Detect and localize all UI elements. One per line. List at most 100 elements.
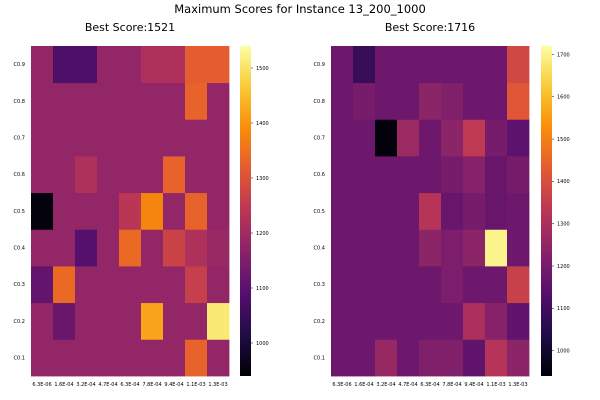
heatmap-cell (163, 229, 186, 267)
x-tick-label: 6.3E-04 (420, 382, 439, 388)
heatmap-cell (75, 119, 98, 157)
heatmap-cell (119, 156, 142, 194)
heatmap-cell (53, 339, 76, 377)
heatmap-cell (463, 302, 486, 340)
heatmap-cell (185, 192, 208, 230)
heatmap-cell (353, 82, 376, 120)
heatmap-cell (507, 266, 530, 304)
x-tick-label: 3.2E-04 (76, 382, 95, 388)
heatmap-cell (141, 119, 164, 157)
heatmap-panel-2: Best Score:1716 6.3E-06 1.6E-04 3.2E-04 4.7E… (314, 21, 570, 388)
heatmap-cell (207, 119, 230, 157)
y-tick-label: C0.6 (14, 172, 25, 178)
heatmap-cell (375, 266, 398, 304)
heatmap-cell (53, 119, 76, 157)
heatmap-cell (441, 339, 464, 377)
colorbar-tick-label: 1600 (557, 95, 570, 101)
heatmap-cell (375, 119, 398, 157)
heatmap-cell (31, 302, 54, 340)
x-tick-label: 1.3E-03 (508, 382, 527, 388)
heatmap-cell (119, 339, 142, 377)
heatmap-cell (75, 156, 98, 194)
heatmap-cell (207, 46, 230, 84)
panel-title: Best Score:1716 (385, 21, 475, 34)
heatmap-cell (463, 46, 486, 84)
heatmap-cell (141, 46, 164, 84)
y-tick-label: C0.3 (14, 282, 25, 288)
heatmap-cell (163, 266, 186, 304)
heatmap-cell (485, 46, 508, 84)
heatmap-cell (353, 339, 376, 377)
heatmap-cell (375, 229, 398, 267)
y-tick-label: C0.2 (314, 319, 325, 325)
heatmap-cell (331, 82, 354, 120)
x-tick-label: 7.8E-04 (442, 382, 461, 388)
heatmap-cell (53, 192, 76, 230)
x-tick-label: 6.3E-04 (120, 382, 139, 388)
heatmap-cell (207, 192, 230, 230)
heatmap-cell (141, 192, 164, 230)
x-tick-label: 4.7E-04 (398, 382, 417, 388)
heatmap-cell (163, 192, 186, 230)
heatmap-cell (163, 302, 186, 340)
heatmap-cell (375, 46, 398, 84)
heatmap-cell (353, 229, 376, 267)
heatmap-cell (163, 82, 186, 120)
heatmap-cell (397, 266, 420, 304)
heatmap-cell (419, 82, 442, 120)
heatmap-cell (353, 266, 376, 304)
heatmap-cell (397, 192, 420, 230)
heatmap-cell (31, 266, 54, 304)
x-tick-label: 1.1E-03 (486, 382, 505, 388)
heatmap-cell (31, 46, 54, 84)
heatmap-cell (397, 156, 420, 194)
heatmap-cell (141, 82, 164, 120)
heatmap-cell (463, 229, 486, 267)
heatmap-cell (485, 192, 508, 230)
heatmap-cell (331, 302, 354, 340)
x-tick-label: 7.8E-04 (142, 382, 161, 388)
heatmap-cell (485, 266, 508, 304)
heatmap-cell (331, 156, 354, 194)
heatmap-cell (331, 266, 354, 304)
heatmap-cell (353, 302, 376, 340)
heatmap-cell (331, 46, 354, 84)
heatmap-cell (353, 156, 376, 194)
heatmap-cell (141, 266, 164, 304)
x-tick-label: 1.3E-03 (208, 382, 227, 388)
heatmap-cell (331, 229, 354, 267)
heatmap-cell (397, 82, 420, 120)
y-tick-label: C0.5 (314, 209, 325, 215)
heatmap-cell (163, 339, 186, 377)
heatmap-cell (185, 46, 208, 84)
heatmap-cell (97, 156, 120, 194)
heatmap-cell (185, 156, 208, 194)
x-tick-label: 9.4E-04 (464, 382, 483, 388)
heatmap-cell (441, 82, 464, 120)
heatmap-cell (485, 229, 508, 267)
y-tick-label: C0.8 (314, 99, 325, 105)
colorbar-tick-label: 1100 (557, 306, 570, 312)
heatmap-cell (75, 82, 98, 120)
x-tick-label: 1.1E-03 (186, 382, 205, 388)
heatmap-cell (119, 229, 142, 267)
x-tick-label: 4.7E-04 (98, 382, 117, 388)
heatmap-cell (507, 302, 530, 340)
heatmap-cell (119, 119, 142, 157)
heatmap-cell (163, 156, 186, 194)
heatmap-cell (97, 302, 120, 340)
heatmap-cell (207, 339, 230, 377)
y-tick-label: C0.9 (14, 62, 25, 68)
heatmap-cell (141, 302, 164, 340)
colorbar-tick-label: 1400 (557, 179, 570, 185)
heatmap-cell (397, 229, 420, 267)
heatmap-cell (485, 119, 508, 157)
y-tick-label: C0.1 (314, 355, 325, 361)
heatmap-cell (185, 266, 208, 304)
heatmap-cell (441, 302, 464, 340)
y-tick-label: C0.7 (14, 135, 25, 141)
heatmap-cell (75, 229, 98, 267)
heatmap-cell (97, 266, 120, 304)
y-tick-label: C0.1 (14, 355, 25, 361)
